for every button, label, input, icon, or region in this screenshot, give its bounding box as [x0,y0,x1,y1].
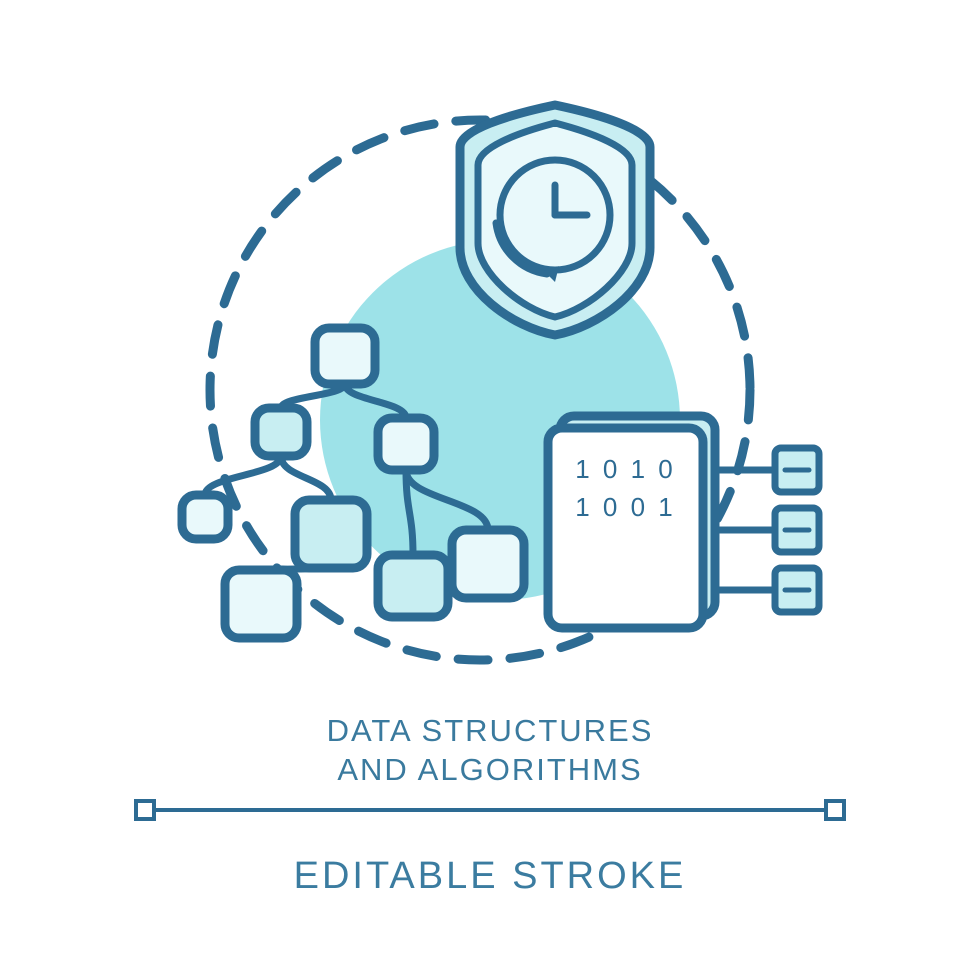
tree-node [295,500,367,568]
title-line-2: AND ALGORITHMS [0,751,980,790]
tree-node [255,408,307,456]
tagline-text: EDITABLE STROKE [0,855,980,898]
binary-text: 1 0 1 0 [575,454,676,484]
binary-text: 1 0 0 1 [575,492,676,522]
tree-node [182,495,228,539]
separator-rule [0,790,980,830]
infographic-canvas: 1 0 1 0 1 0 0 1 DATA STRUCTURES AND ALGOR… [0,0,980,980]
tree-node [378,555,448,617]
title-line-1: DATA STRUCTURES [0,712,980,751]
tree-node [225,570,297,638]
tree-edge [205,456,281,495]
tree-node [315,328,375,384]
tree-node [378,418,434,470]
tree-edge [281,456,331,500]
tree-node [452,530,524,598]
concept-illustration: 1 0 1 0 1 0 0 1 [0,0,980,740]
title-block: DATA STRUCTURES AND ALGORITHMS [0,712,980,790]
